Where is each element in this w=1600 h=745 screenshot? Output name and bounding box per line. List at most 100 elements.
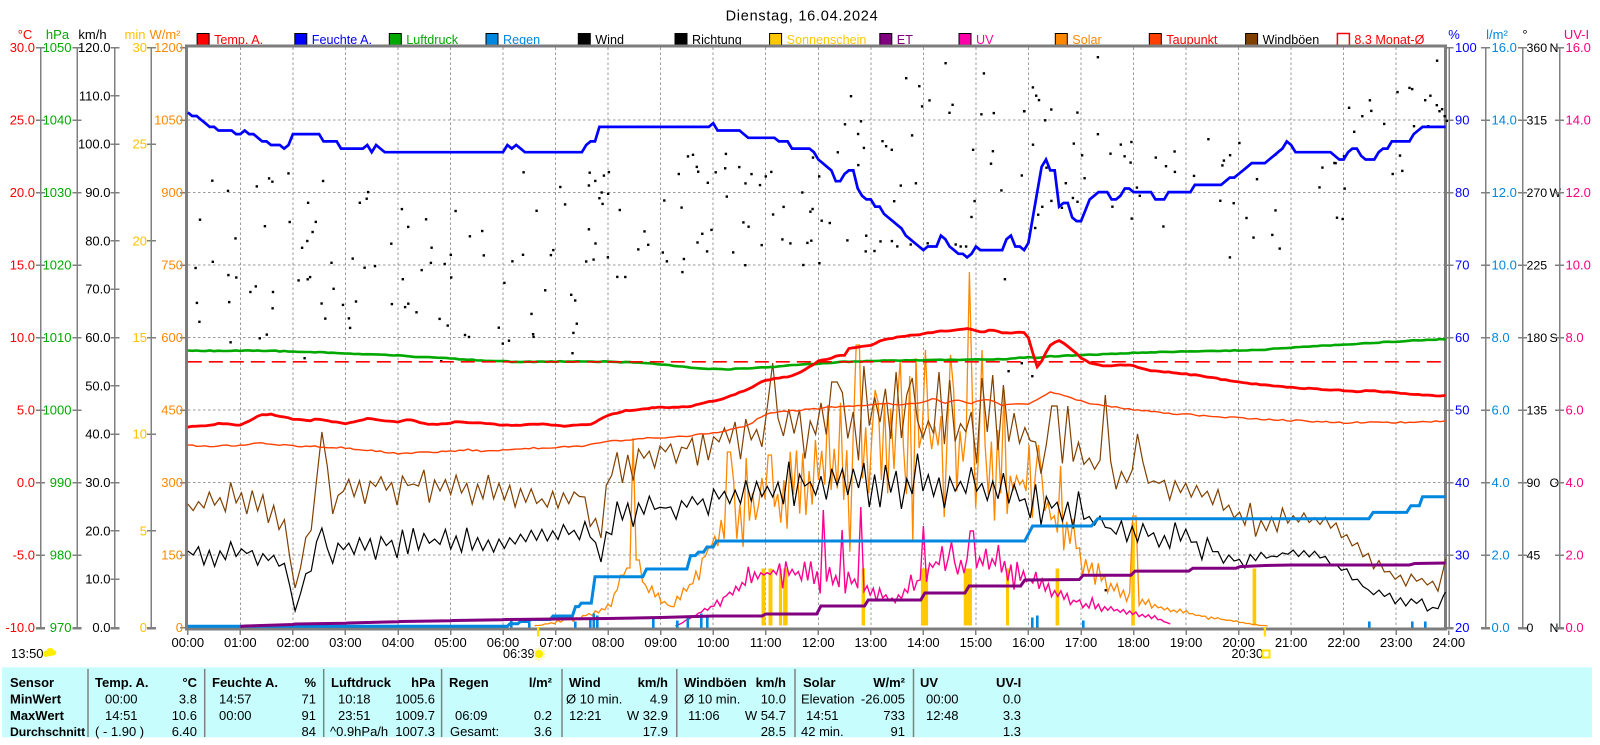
svg-text:50.0: 50.0: [85, 378, 110, 393]
svg-text:14.0: 14.0: [1492, 113, 1517, 128]
svg-text:10:00: 10:00: [697, 635, 730, 650]
svg-text:315: 315: [1527, 114, 1548, 128]
svg-text:12:48: 12:48: [926, 708, 959, 723]
svg-text:Elevation: Elevation: [801, 692, 854, 707]
svg-text:N: N: [1550, 41, 1559, 55]
svg-text:3.6: 3.6: [534, 724, 552, 739]
svg-text:W 54.7: W 54.7: [745, 708, 786, 723]
svg-text:970: 970: [50, 620, 72, 635]
svg-text:14:00: 14:00: [907, 635, 940, 650]
svg-text:00:00: 00:00: [219, 708, 252, 723]
svg-text:06:09: 06:09: [455, 708, 488, 723]
svg-text:hPa: hPa: [46, 27, 70, 42]
svg-text:71: 71: [302, 692, 316, 707]
svg-text:10.0: 10.0: [10, 330, 35, 345]
svg-text:Windböen: Windböen: [1263, 33, 1320, 47]
svg-text:70.0: 70.0: [85, 282, 110, 297]
svg-text:Solar: Solar: [803, 675, 836, 690]
svg-text:^0.9hPa/h: ^0.9hPa/h: [330, 724, 388, 739]
svg-text:20.0: 20.0: [10, 185, 35, 200]
svg-text:Feuchte A.: Feuchte A.: [312, 33, 372, 47]
svg-text:UV: UV: [920, 675, 938, 690]
svg-text:00:00: 00:00: [926, 692, 959, 707]
svg-text:8.3 Monat-Ø: 8.3 Monat-Ø: [1354, 33, 1424, 47]
svg-text:30: 30: [1455, 548, 1469, 563]
svg-text:30.0: 30.0: [10, 40, 35, 55]
svg-text:1050: 1050: [154, 113, 183, 128]
svg-text:%: %: [304, 675, 316, 690]
svg-text:Taupunkt: Taupunkt: [1166, 33, 1218, 47]
svg-text:15.0: 15.0: [10, 258, 35, 273]
svg-text:11:00: 11:00: [750, 635, 782, 650]
svg-text:00:00: 00:00: [172, 635, 205, 650]
svg-text:km/h: km/h: [638, 675, 668, 690]
svg-text:900: 900: [161, 185, 183, 200]
svg-text:01:00: 01:00: [224, 635, 257, 650]
svg-text:1.3: 1.3: [1003, 724, 1021, 739]
svg-text:0.0: 0.0: [92, 620, 110, 635]
svg-text:0.2: 0.2: [534, 708, 552, 723]
svg-text:6.0: 6.0: [1492, 403, 1510, 418]
svg-text:1009.7: 1009.7: [395, 708, 435, 723]
svg-text:360: 360: [1527, 41, 1548, 55]
svg-text:8.0: 8.0: [1492, 330, 1510, 345]
svg-text:6.40: 6.40: [172, 724, 197, 739]
svg-text:20:00: 20:00: [1222, 635, 1255, 650]
svg-text:110.0: 110.0: [79, 88, 111, 103]
svg-text:60: 60: [1455, 330, 1469, 345]
svg-text:°C: °C: [18, 27, 33, 42]
svg-text:05:00: 05:00: [434, 635, 467, 650]
svg-text:Regen: Regen: [503, 33, 540, 47]
svg-text:1005.6: 1005.6: [395, 692, 435, 707]
svg-text:4.9: 4.9: [650, 692, 668, 707]
svg-text:07:00: 07:00: [539, 635, 572, 650]
svg-text:10.6: 10.6: [172, 708, 197, 723]
svg-text:-26.005: -26.005: [861, 692, 905, 707]
svg-text:1030: 1030: [43, 185, 72, 200]
svg-text:20:30: 20:30: [1232, 647, 1264, 661]
svg-text:12:00: 12:00: [802, 635, 835, 650]
svg-text:2.0: 2.0: [1566, 548, 1584, 563]
svg-text:l/m²: l/m²: [529, 675, 553, 690]
svg-text:30.0: 30.0: [85, 475, 110, 490]
svg-text:19:00: 19:00: [1170, 635, 1203, 650]
svg-text:3.3: 3.3: [1003, 708, 1021, 723]
svg-text:28.5: 28.5: [761, 724, 786, 739]
svg-text:1010: 1010: [43, 330, 72, 345]
svg-text:22:00: 22:00: [1327, 635, 1360, 650]
svg-text:W 32.9: W 32.9: [627, 708, 668, 723]
svg-text:02:00: 02:00: [277, 635, 310, 650]
svg-text:Feuchte A.: Feuchte A.: [212, 675, 278, 690]
svg-text:300: 300: [161, 475, 183, 490]
svg-text:10.0: 10.0: [1566, 258, 1591, 273]
svg-text:UV: UV: [976, 33, 994, 47]
svg-text:600: 600: [161, 330, 183, 345]
svg-text:06:00: 06:00: [487, 635, 520, 650]
svg-text:84: 84: [302, 724, 316, 739]
svg-text:°C: °C: [182, 675, 197, 690]
svg-text:km/h: km/h: [78, 27, 106, 42]
svg-text:Gesamt:: Gesamt:: [450, 724, 499, 739]
svg-text:23:00: 23:00: [1380, 635, 1413, 650]
svg-text:100.0: 100.0: [78, 137, 111, 152]
svg-text:24:00: 24:00: [1433, 635, 1466, 650]
svg-text:Wind: Wind: [595, 33, 624, 47]
svg-text:Temp. A.: Temp. A.: [95, 675, 148, 690]
svg-text:Temp. A.: Temp. A.: [214, 33, 263, 47]
svg-text:12:21: 12:21: [569, 708, 602, 723]
svg-text:0: 0: [176, 620, 183, 635]
svg-text:40: 40: [1455, 475, 1469, 490]
svg-text:1050: 1050: [43, 40, 72, 55]
svg-text:5: 5: [140, 523, 147, 538]
svg-text:Luftdruck: Luftdruck: [406, 33, 459, 47]
svg-text:23:51: 23:51: [338, 708, 371, 723]
svg-text:Luftdruck: Luftdruck: [331, 675, 392, 690]
svg-text:10.0: 10.0: [761, 692, 786, 707]
svg-text:90.0: 90.0: [85, 185, 110, 200]
svg-text:11:06: 11:06: [688, 708, 720, 723]
svg-text:UV-I: UV-I: [996, 675, 1021, 690]
svg-text:17.9: 17.9: [643, 724, 668, 739]
svg-text:14.0: 14.0: [1566, 113, 1591, 128]
svg-text:1007.3: 1007.3: [395, 724, 435, 739]
svg-text:( - 1.90 ): ( - 1.90 ): [95, 724, 144, 739]
